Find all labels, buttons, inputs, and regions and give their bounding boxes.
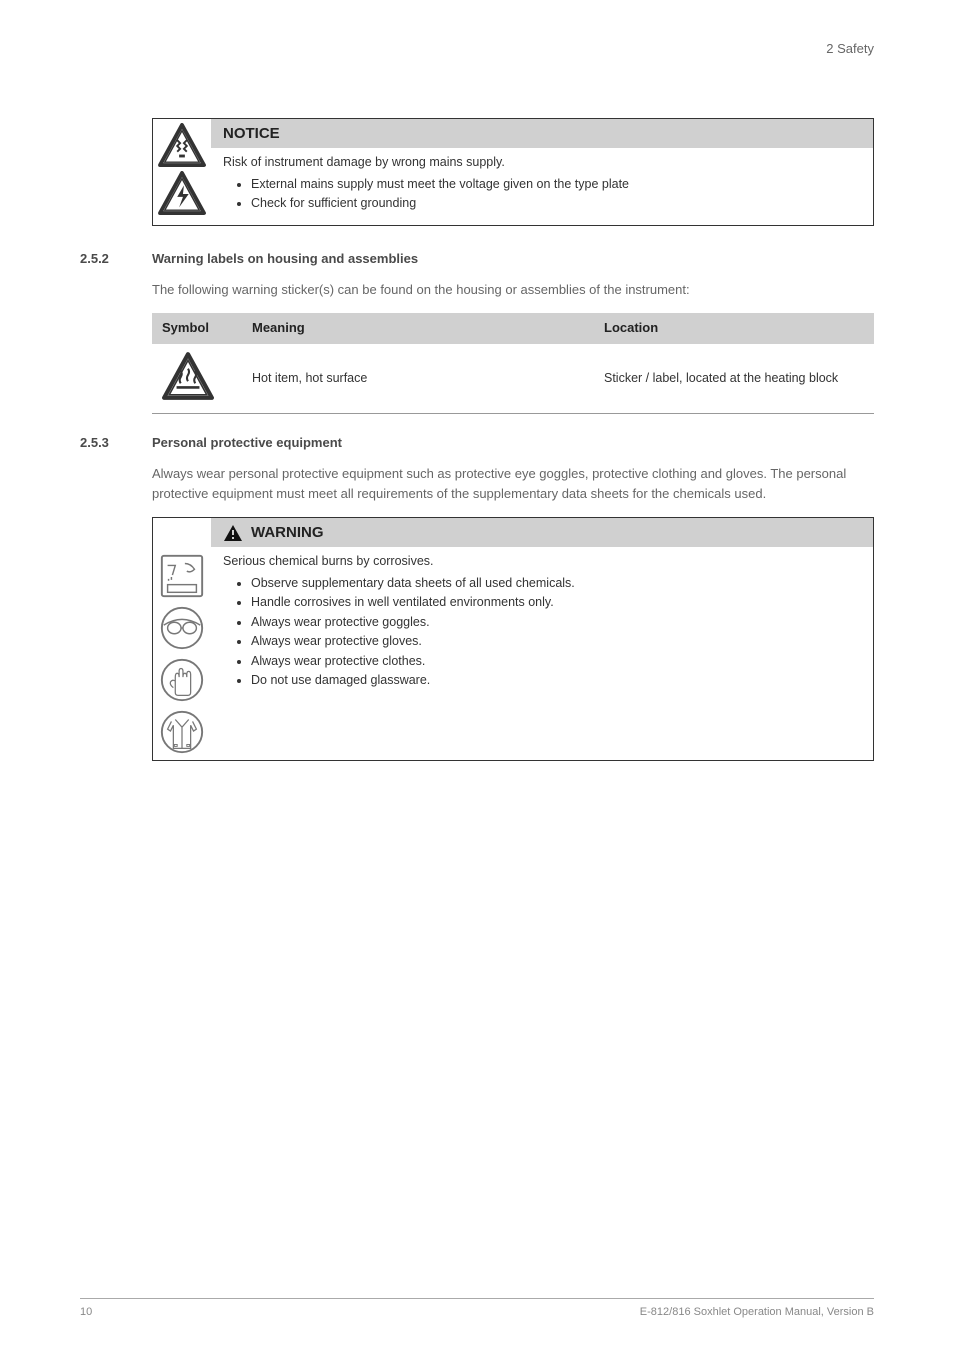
warning-box: WARNING Serious chemical burns by corros…	[152, 517, 874, 761]
notice-icon-column	[153, 119, 211, 225]
section-number: 2.5.2	[80, 250, 152, 268]
lab-coat-icon	[158, 708, 206, 756]
warning-title-bar: WARNING	[211, 518, 873, 547]
gloves-icon	[158, 656, 206, 704]
table-header-symbol: Symbol	[152, 313, 242, 343]
warning-bullet: Handle corrosives in well ventilated env…	[251, 594, 861, 612]
warning-bullet: Always wear protective clothes.	[251, 653, 861, 671]
warning-bullet: Always wear protective gloves.	[251, 633, 861, 651]
table-row: Hot item, hot surface Sticker / label, l…	[152, 344, 874, 414]
warning-bullet-list: Observe supplementary data sheets of all…	[223, 575, 861, 690]
section-253-intro: Always wear personal protective equipmen…	[152, 464, 874, 503]
warning-label-table: Symbol Meaning Location Hot item, hot su…	[152, 313, 874, 414]
warning-title-text: WARNING	[251, 522, 324, 543]
section-252-intro: The following warning sticker(s) can be …	[152, 280, 874, 300]
table-cell-symbol	[152, 344, 242, 414]
notice-lead: Risk of instrument damage by wrong mains…	[223, 154, 861, 172]
section-number: 2.5.3	[80, 434, 152, 452]
electrical-warning-icon	[158, 171, 206, 215]
footer-doc-title: E-812/816 Soxhlet Operation Manual, Vers…	[640, 1305, 874, 1320]
warning-exclaim-icon	[223, 524, 243, 542]
warning-bullet: Always wear protective goggles.	[251, 614, 861, 632]
warning-bullet: Observe supplementary data sheets of all…	[251, 575, 861, 593]
notice-bullet: Check for sufficient grounding	[251, 195, 861, 213]
corrosive-icon	[158, 552, 206, 600]
table-cell-location: Sticker / label, located at the heating …	[594, 344, 874, 414]
warning-bullet: Do not use damaged glassware.	[251, 672, 861, 690]
table-cell-meaning: Hot item, hot surface	[242, 344, 594, 414]
notice-bullet: External mains supply must meet the volt…	[251, 176, 861, 194]
warning-icon-column	[153, 518, 211, 760]
page-footer: 10 E-812/816 Soxhlet Operation Manual, V…	[80, 1298, 874, 1320]
hot-surface-icon	[162, 352, 214, 400]
section-heading-253: 2.5.3 Personal protective equipment	[80, 434, 874, 452]
table-header-location: Location	[594, 313, 874, 343]
warning-lead: Serious chemical burns by corrosives.	[223, 553, 861, 571]
goggles-icon	[158, 604, 206, 652]
section-title: Personal protective equipment	[152, 434, 342, 452]
section-title: Warning labels on housing and assemblies	[152, 250, 418, 268]
notice-title: NOTICE	[211, 119, 873, 148]
chapter-header: 2 Safety	[80, 40, 874, 58]
section-heading-252: 2.5.2 Warning labels on housing and asse…	[80, 250, 874, 268]
footer-page-number: 10	[80, 1305, 92, 1320]
notice-box: NOTICE Risk of instrument damage by wron…	[152, 118, 874, 226]
table-header-meaning: Meaning	[242, 313, 594, 343]
notice-bullet-list: External mains supply must meet the volt…	[223, 176, 861, 213]
damage-warning-icon	[158, 123, 206, 167]
